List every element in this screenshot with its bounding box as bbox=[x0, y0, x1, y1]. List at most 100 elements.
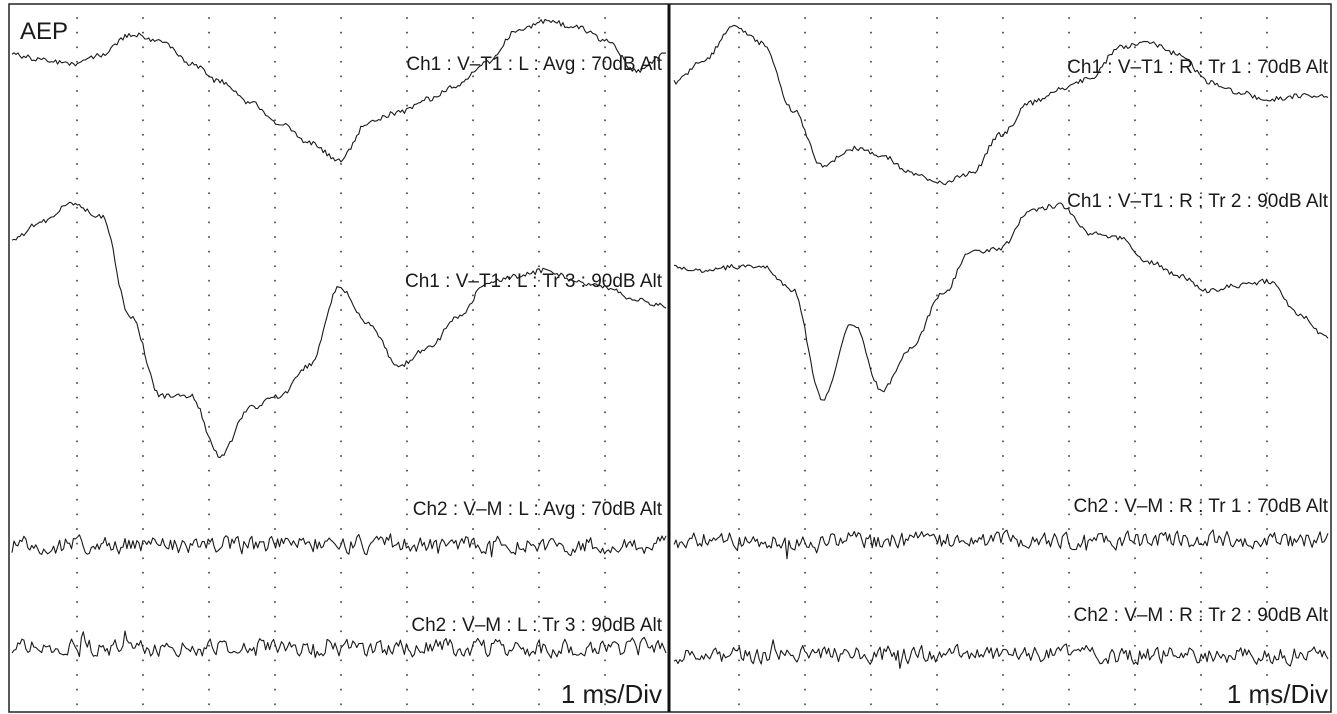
grid-dot bbox=[472, 542, 474, 545]
grid-dot bbox=[804, 557, 806, 560]
grid-dot bbox=[142, 630, 144, 633]
grid-dot bbox=[1002, 703, 1004, 706]
grid-dot bbox=[870, 455, 872, 457]
grid-dot bbox=[604, 279, 606, 282]
grid-dot bbox=[472, 338, 474, 341]
grid-dot bbox=[340, 425, 342, 428]
grid-dot bbox=[76, 513, 78, 516]
grid-dot bbox=[274, 469, 276, 472]
grid-dot bbox=[1002, 338, 1004, 341]
grid-dot bbox=[738, 571, 740, 574]
grid-dot bbox=[538, 104, 540, 107]
grid-dot bbox=[208, 674, 210, 676]
grid-dot bbox=[604, 163, 606, 165]
grid-dot bbox=[472, 352, 474, 355]
grid-dot bbox=[1134, 60, 1136, 63]
grid-dot bbox=[804, 659, 806, 662]
grid-dot bbox=[936, 60, 938, 63]
grid-dot bbox=[142, 484, 144, 487]
grid-dot bbox=[604, 513, 606, 516]
grid-dot bbox=[870, 586, 872, 589]
grid-dot bbox=[936, 571, 938, 574]
grid-dot bbox=[1266, 323, 1268, 326]
grid-dot bbox=[538, 425, 540, 428]
grid-dot bbox=[1134, 688, 1136, 691]
grid-dot bbox=[738, 440, 740, 443]
grid-dot bbox=[1266, 571, 1268, 574]
grid-dot bbox=[76, 352, 78, 355]
grid-dot bbox=[472, 528, 474, 530]
grid-dot bbox=[538, 323, 540, 326]
grid-dot bbox=[406, 396, 408, 399]
grid-dot bbox=[1134, 265, 1136, 268]
series-label-right-3: Ch2 : V–M : R : Tr 1 : 70dB Alt bbox=[1074, 496, 1329, 517]
grid-dot bbox=[538, 586, 540, 589]
grid-dot bbox=[538, 513, 540, 516]
grid-dot bbox=[340, 119, 342, 122]
grid-dot bbox=[274, 674, 276, 676]
series-label-left-2: Ch1 : V–T1 : L : Tr 3 : 90dB Alt bbox=[405, 271, 663, 292]
grid-dot bbox=[472, 469, 474, 472]
grid-dot bbox=[1002, 455, 1004, 457]
grid-dot bbox=[1002, 352, 1004, 355]
grid-dot bbox=[1200, 382, 1202, 384]
grid-dot bbox=[936, 703, 938, 706]
grid-dot bbox=[1002, 469, 1004, 472]
grid-dot bbox=[1068, 396, 1070, 399]
grid-dot bbox=[76, 469, 78, 472]
grid-dot bbox=[1266, 455, 1268, 457]
grid-dot bbox=[472, 309, 474, 311]
grid-dot bbox=[604, 177, 606, 180]
grid-dot bbox=[804, 60, 806, 63]
grid-dot bbox=[936, 294, 938, 297]
grid-dot bbox=[1266, 75, 1268, 78]
grid-dot bbox=[538, 294, 540, 297]
grid-dot bbox=[142, 177, 144, 180]
grid-dot bbox=[406, 382, 408, 384]
grid-dot bbox=[1200, 674, 1202, 676]
grid-dot bbox=[936, 674, 938, 676]
grid-dot bbox=[76, 644, 78, 647]
grid-dot bbox=[804, 528, 806, 530]
grid-dot bbox=[1002, 513, 1004, 516]
grid-dot bbox=[870, 309, 872, 311]
grid-dot bbox=[1200, 338, 1202, 341]
grid-dot bbox=[1068, 528, 1070, 530]
grid-dot bbox=[1068, 440, 1070, 443]
grid-dot bbox=[1068, 177, 1070, 180]
grid-dot bbox=[1068, 425, 1070, 428]
grid-dot bbox=[936, 557, 938, 560]
grid-dot bbox=[142, 396, 144, 399]
grid-dot bbox=[804, 440, 806, 443]
grid-dot bbox=[1266, 382, 1268, 384]
grid-dot bbox=[1134, 352, 1136, 355]
grid-dot bbox=[472, 703, 474, 706]
grid-dot bbox=[340, 104, 342, 107]
grid-dot bbox=[604, 542, 606, 545]
grid-dot bbox=[1266, 644, 1268, 647]
grid-dot bbox=[604, 615, 606, 618]
grid-dot bbox=[76, 90, 78, 92]
grid-dot bbox=[142, 192, 144, 195]
grid-dot bbox=[406, 425, 408, 428]
grid-dot bbox=[1002, 206, 1004, 209]
grid-dot bbox=[1002, 177, 1004, 180]
grid-dot bbox=[604, 688, 606, 691]
grid-dot bbox=[208, 250, 210, 253]
grid-dot bbox=[538, 31, 540, 34]
grid-dot bbox=[936, 279, 938, 282]
grid-dot bbox=[538, 148, 540, 151]
grid-dot bbox=[604, 674, 606, 676]
grid-dot bbox=[738, 75, 740, 78]
grid-dot bbox=[340, 601, 342, 603]
grid-dot bbox=[274, 309, 276, 311]
grid-dot bbox=[604, 31, 606, 34]
grid-dot bbox=[738, 352, 740, 355]
grid-dot bbox=[274, 148, 276, 151]
grid-dot bbox=[804, 513, 806, 516]
grid-dot bbox=[274, 601, 276, 603]
grid-dot bbox=[340, 133, 342, 136]
grid-dot bbox=[208, 163, 210, 165]
grid-dot bbox=[1134, 571, 1136, 574]
